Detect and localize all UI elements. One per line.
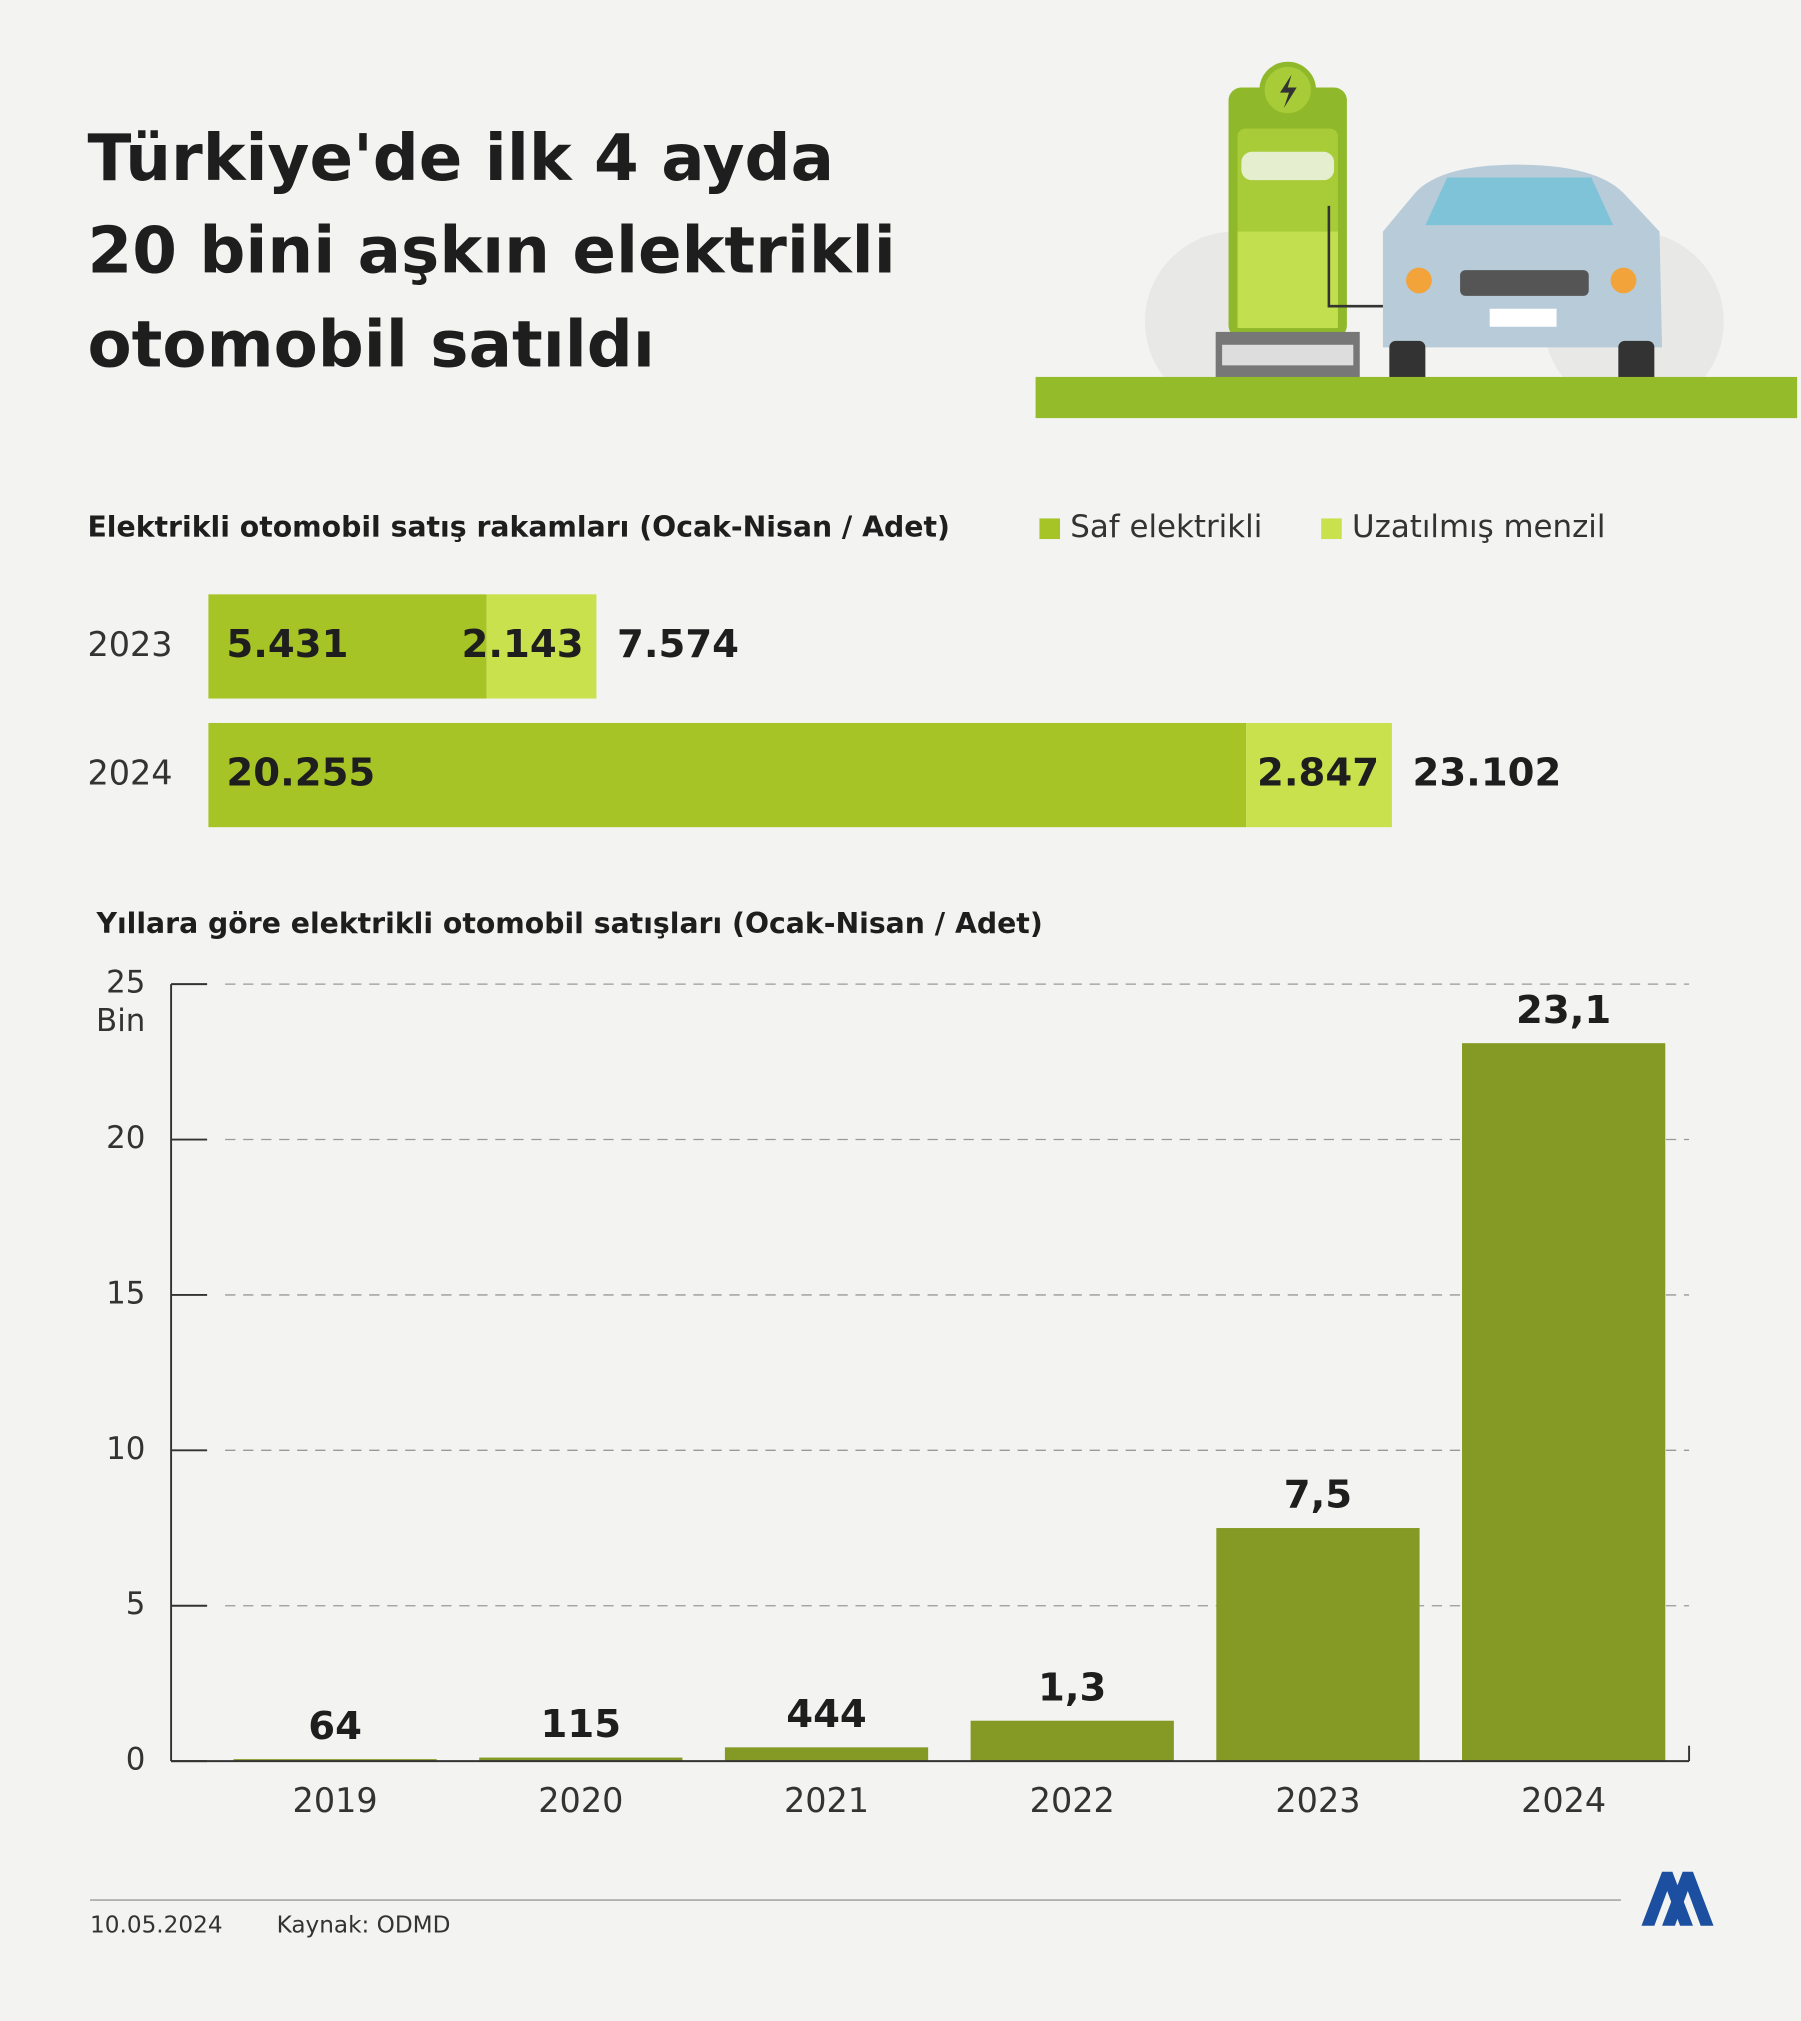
- value-label: 2.143: [462, 622, 584, 667]
- x-tick-label: 2023: [1275, 1781, 1360, 1820]
- bar-segment: [208, 722, 1247, 828]
- value-label: 444: [786, 1692, 867, 1737]
- value-label: 64: [308, 1704, 362, 1749]
- legend-label: Uzatılmış menzil: [1352, 509, 1605, 545]
- bar: [479, 1757, 683, 1762]
- y-axis-label: Bin: [96, 1003, 145, 1039]
- bar: [233, 1759, 437, 1762]
- total-label: 23.102: [1412, 751, 1561, 796]
- bar: [970, 1720, 1174, 1762]
- category-label: 2024: [87, 754, 172, 793]
- legend-swatch: [1321, 518, 1342, 540]
- title-line: otomobil satıldı: [87, 308, 654, 383]
- total-label: 7.574: [617, 622, 739, 667]
- bar: [724, 1747, 929, 1762]
- illustration: [1035, 61, 1798, 419]
- logo: [1641, 1871, 1714, 1926]
- title-line: 20 bini aşkın elektrikli: [87, 214, 895, 289]
- value-label: 20.255: [226, 751, 375, 796]
- bar-segment: [1246, 722, 1392, 828]
- y-tick-label: 0: [126, 1742, 146, 1778]
- x-tick-label: 2024: [1521, 1781, 1606, 1820]
- value-label: 115: [541, 1702, 622, 1747]
- y-tick-label: 25: [106, 965, 145, 1001]
- x-tick-label: 2019: [293, 1781, 378, 1820]
- y-tick-label: 15: [106, 1275, 145, 1311]
- y-tick-label: 5: [126, 1586, 146, 1622]
- y-tick-label: 20: [106, 1120, 145, 1156]
- value-label: 7,5: [1284, 1473, 1352, 1518]
- bar-segment: [208, 594, 487, 699]
- footer-source: Kaynak: ODMD: [277, 1912, 451, 1938]
- x-tick-label: 2021: [784, 1781, 869, 1820]
- legend-label: Saf elektrikli: [1070, 509, 1262, 545]
- footer-date: 10.05.2024: [90, 1912, 222, 1938]
- value-label: 5.431: [226, 622, 348, 667]
- bar: [1216, 1528, 1420, 1762]
- chart-title: Yıllara göre elektrikli otomobil satışla…: [95, 907, 1042, 940]
- bar-segment: [486, 594, 597, 699]
- bar: [1462, 1043, 1666, 1762]
- x-tick-label: 2020: [538, 1781, 623, 1820]
- legend-swatch: [1039, 518, 1061, 540]
- value-label: 23,1: [1516, 988, 1611, 1033]
- value-label: 2.847: [1257, 751, 1379, 796]
- category-label: 2023: [87, 625, 172, 664]
- chart-title: Elektrikli otomobil satış rakamları (Oca…: [87, 511, 949, 544]
- x-tick-label: 2022: [1030, 1781, 1115, 1820]
- value-label: 1,3: [1038, 1665, 1106, 1710]
- y-tick-label: 10: [106, 1431, 145, 1467]
- title-line: Türkiye'de ilk 4 ayda: [87, 121, 834, 196]
